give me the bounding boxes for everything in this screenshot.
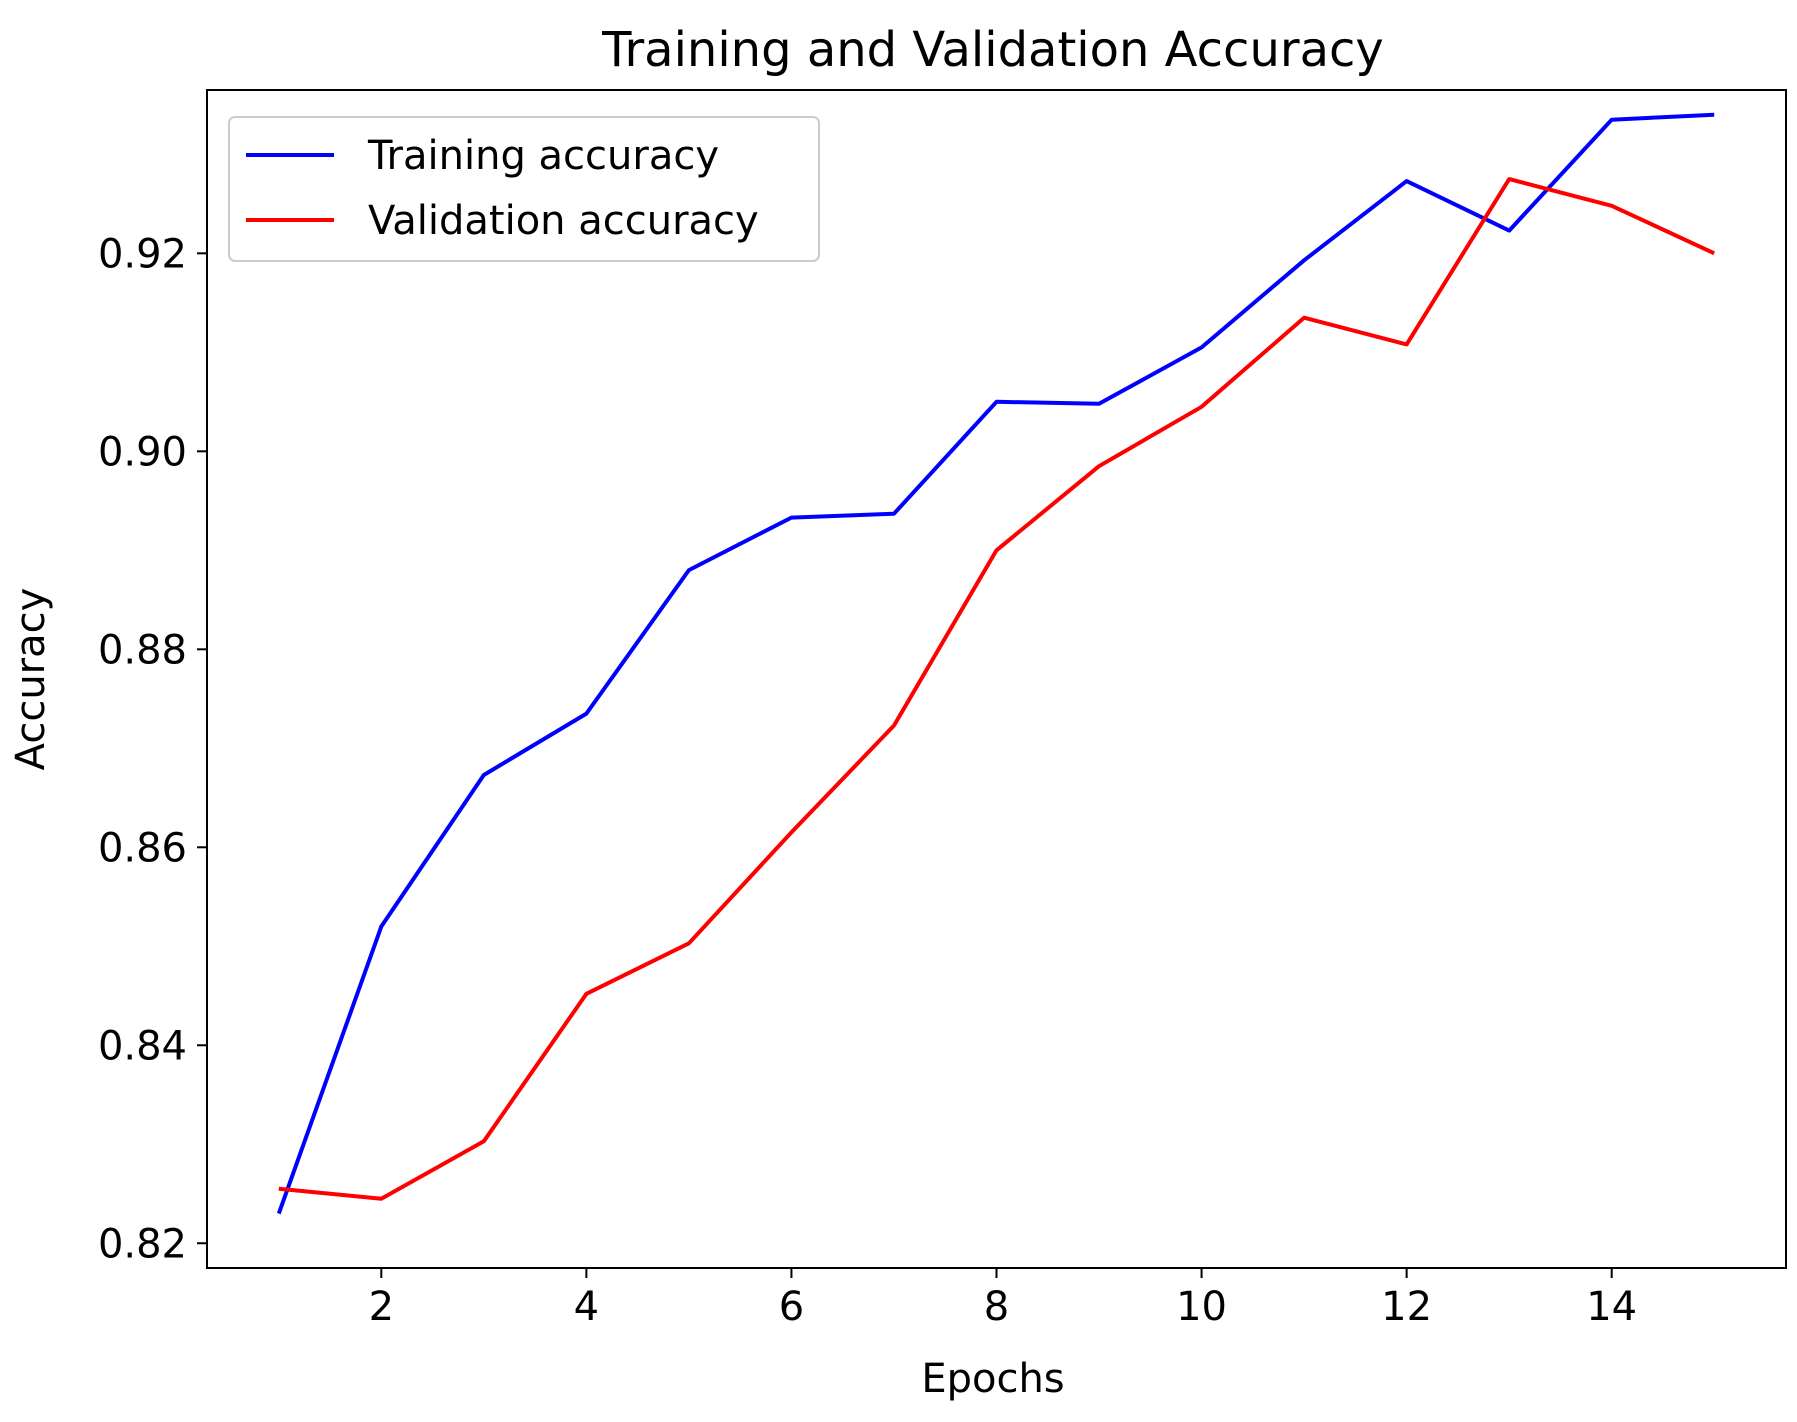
legend-label-validation: Validation accuracy [368,198,759,244]
y-tick-label: 0.84 [98,1023,187,1069]
y-tick-label: 0.86 [98,825,187,871]
training-accuracy-line [276,112,1715,1215]
legend: Training accuracy Validation accuracy [228,116,820,262]
series-lines [276,112,1716,1215]
legend-box [228,116,820,262]
plot-frame [206,89,1787,1269]
x-tick-label: 14 [1586,1284,1637,1330]
y-tick-label: 0.90 [98,429,187,475]
chart-title: Training and Validation Accuracy [601,22,1384,78]
x-axis-label: Epochs [921,1356,1064,1402]
y-tick-label: 0.92 [98,231,187,277]
x-tick-label: 10 [1176,1284,1227,1330]
y-tick-label: 0.88 [98,627,187,673]
x-tick-label: 4 [574,1284,599,1330]
x-tick-label: 8 [984,1284,1009,1330]
x-tick-label: 12 [1381,1284,1432,1330]
x-axis: 2 4 6 8 10 12 14 [369,1268,1637,1330]
y-axis-label: Accuracy [8,588,54,771]
x-tick-label: 6 [779,1284,804,1330]
y-tick-label: 0.82 [98,1221,187,1267]
legend-label-training: Training accuracy [367,133,719,179]
y-axis: 0.82 0.84 0.86 0.88 0.90 0.92 [98,231,207,1267]
validation-accuracy-line [278,177,1716,1201]
x-tick-label: 2 [369,1284,394,1330]
